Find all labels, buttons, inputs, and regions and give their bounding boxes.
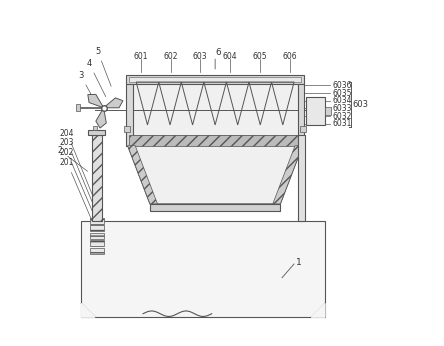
Polygon shape: [127, 146, 158, 204]
Text: 6033: 6033: [333, 104, 352, 113]
Bar: [90, 218, 104, 224]
Text: 6032: 6032: [333, 112, 352, 121]
Text: 6: 6: [216, 48, 222, 57]
Text: 6034: 6034: [333, 97, 352, 106]
Text: 604: 604: [223, 52, 238, 61]
Bar: [150, 204, 280, 211]
Bar: [298, 135, 305, 221]
Bar: [297, 84, 305, 146]
Text: 4: 4: [87, 59, 106, 97]
Polygon shape: [127, 146, 303, 204]
Bar: [129, 135, 301, 146]
Bar: [126, 75, 305, 84]
Bar: [129, 77, 301, 82]
Text: 603: 603: [193, 52, 208, 61]
Polygon shape: [103, 98, 123, 108]
Bar: [90, 240, 104, 246]
Text: 201: 201: [60, 158, 92, 221]
Bar: [91, 135, 102, 221]
Text: 203: 203: [60, 138, 92, 202]
Polygon shape: [88, 94, 103, 108]
Text: 3: 3: [78, 71, 97, 105]
Bar: [90, 225, 104, 231]
Bar: [90, 233, 104, 239]
Bar: [124, 126, 131, 132]
Text: 5: 5: [95, 47, 111, 86]
Text: 606: 606: [282, 52, 297, 61]
Polygon shape: [96, 108, 106, 128]
Text: 202: 202: [60, 148, 92, 211]
Text: 601: 601: [134, 52, 148, 61]
Text: 602: 602: [163, 52, 178, 61]
Polygon shape: [311, 303, 325, 317]
Bar: [81, 221, 325, 317]
Text: 605: 605: [253, 52, 267, 61]
Text: 2: 2: [58, 146, 87, 171]
Bar: [306, 98, 325, 125]
Bar: [88, 130, 105, 135]
Text: 1: 1: [296, 258, 301, 267]
Text: 6031: 6031: [333, 119, 352, 128]
Bar: [133, 84, 297, 135]
Polygon shape: [81, 303, 95, 317]
Text: 603: 603: [353, 100, 369, 109]
Bar: [93, 126, 97, 130]
Bar: [90, 248, 104, 254]
Text: 6035: 6035: [333, 89, 352, 98]
Text: 204: 204: [60, 129, 92, 194]
Bar: [126, 84, 133, 146]
Bar: [76, 104, 80, 111]
Text: 6036: 6036: [333, 81, 352, 90]
Bar: [300, 126, 306, 132]
Bar: [325, 107, 331, 115]
Polygon shape: [273, 146, 303, 204]
